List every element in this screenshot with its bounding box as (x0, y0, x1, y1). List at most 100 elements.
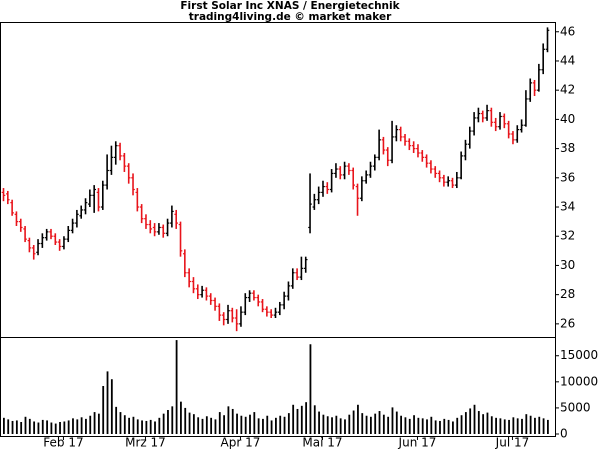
volume-bar (434, 420, 437, 434)
volume-bar (512, 417, 515, 434)
volume-bar (283, 416, 286, 434)
volume-bar (257, 418, 260, 434)
y-tick-label: 42 (560, 83, 575, 97)
volume-bar (305, 402, 308, 434)
volume-bar (132, 416, 135, 434)
volume-bar (54, 423, 57, 434)
volume-bar (400, 415, 403, 434)
chart-title: First Solar Inc XNAS / Energietechnik (180, 0, 400, 12)
volume-bar (110, 379, 113, 434)
volume-bar (171, 406, 174, 434)
volume-bar (300, 405, 303, 434)
volume-bar (162, 413, 165, 434)
volume-bar (331, 417, 333, 434)
volume-bar (3, 417, 5, 434)
volume-bar (542, 418, 545, 434)
volume-bar (184, 407, 187, 434)
volume-bar (460, 415, 463, 434)
x-tick-label: Jun 17 (398, 436, 437, 450)
volume-bar (503, 419, 506, 434)
volume-bar (534, 417, 536, 434)
volume-bar (41, 419, 44, 434)
volume-bar (313, 405, 316, 434)
volume-bar (477, 411, 480, 434)
volume-bar (413, 415, 415, 434)
volume-bar (20, 422, 23, 434)
volume-bar (529, 415, 532, 434)
volume-bar (15, 420, 18, 434)
volume-bar (439, 420, 441, 434)
volume-bar (218, 412, 221, 434)
volume-bar (249, 414, 251, 434)
volume-bar (266, 415, 269, 434)
volume-bar (63, 421, 66, 434)
volume-bar (192, 414, 195, 434)
volume-bar (378, 411, 381, 434)
volume-bar (490, 416, 493, 434)
volume-bar (24, 416, 27, 434)
volume-bar (89, 415, 92, 434)
y-tick-label: 46 (560, 24, 575, 38)
volume-bar (188, 412, 191, 434)
volume-bar (322, 414, 325, 434)
y-tick-label: 28 (560, 287, 575, 301)
volume-bar (357, 404, 359, 434)
volume-bar (102, 386, 105, 434)
volume-bar (197, 417, 200, 434)
volume-bar (97, 413, 100, 434)
volume-bar (369, 416, 372, 434)
volume-bar (395, 411, 398, 434)
volume-bar (33, 421, 36, 434)
volume-bar (339, 418, 342, 434)
volume-bar (326, 416, 329, 434)
volume-bar (525, 414, 528, 434)
volume-bar (348, 414, 351, 434)
y-tick-label: 32 (560, 229, 575, 243)
volume-tick-label: 0 (560, 427, 568, 441)
y-tick-label: 26 (560, 316, 575, 330)
volume-bar (443, 418, 446, 434)
volume-bar (391, 407, 394, 434)
volume-bar (59, 422, 61, 434)
volume-bar (231, 408, 234, 434)
x-tick-label: Apr 17 (221, 436, 261, 450)
x-tick-label: Jul 17 (495, 436, 530, 450)
volume-tick-label: 5000 (560, 400, 591, 414)
volume-bar (482, 414, 485, 434)
chart-subtitle: trading4living.de © market maker (189, 11, 392, 23)
volume-bar (296, 408, 299, 434)
volume-bar (85, 418, 87, 434)
volume-bar (154, 421, 156, 434)
volume-bar (365, 415, 368, 434)
volume-bar (352, 410, 355, 434)
volume-bar (205, 416, 208, 434)
volume-bar (318, 411, 320, 434)
volume-bar (175, 340, 178, 434)
volume-bar (430, 416, 433, 434)
y-tick-label: 36 (560, 170, 575, 184)
volume-bar (253, 412, 256, 434)
volume-bar (486, 412, 489, 434)
volume-bar (244, 416, 247, 434)
volume-bar (37, 422, 40, 434)
volume-bar (464, 412, 467, 434)
volume-bar (46, 420, 48, 434)
volume-bar (404, 417, 407, 434)
volume-bar (50, 422, 53, 434)
volume-bar (275, 417, 277, 434)
x-tick-label: Mrz 17 (125, 436, 166, 450)
volume-bar (93, 412, 96, 434)
volume-bar (145, 420, 148, 434)
volume-tick-label: 15000 (560, 348, 598, 362)
volume-bar (456, 417, 459, 434)
volume-bar (201, 418, 204, 434)
volume-panel (0, 337, 556, 437)
volume-tick-label: 10000 (560, 374, 598, 388)
volume-bar (136, 419, 139, 434)
volume-bar (447, 419, 450, 434)
y-tick-label: 30 (560, 258, 575, 272)
volume-bar (7, 419, 10, 434)
volume-bar (240, 415, 243, 434)
volume-bar (344, 419, 346, 434)
